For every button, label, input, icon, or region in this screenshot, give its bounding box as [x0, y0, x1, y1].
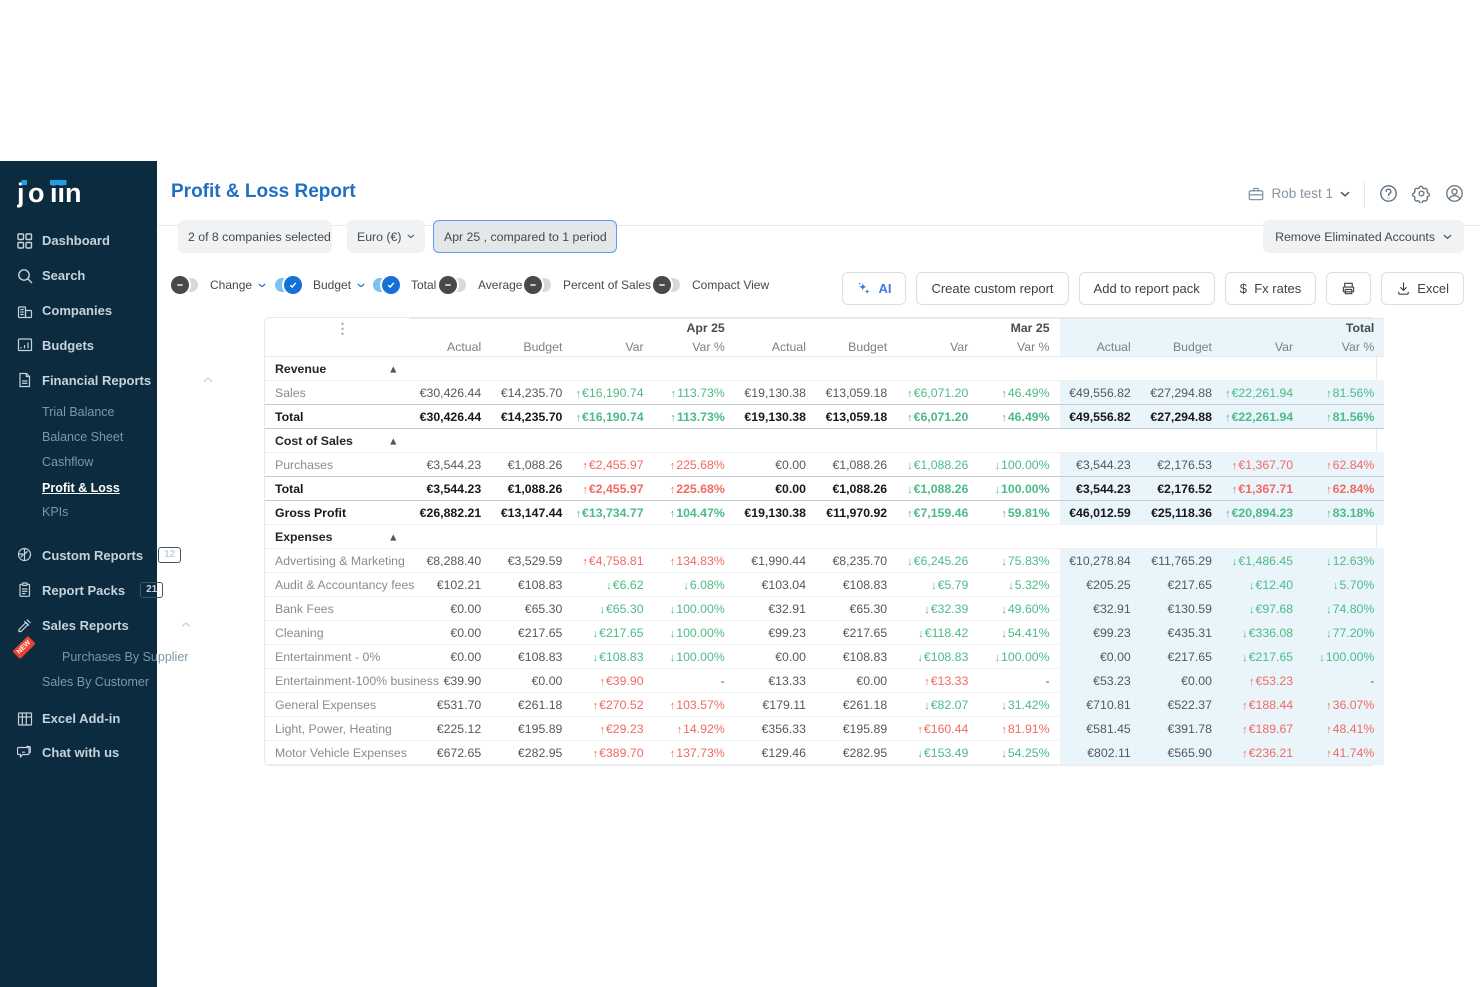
svg-text:n: n — [65, 179, 82, 208]
svg-text:o: o — [28, 179, 45, 208]
